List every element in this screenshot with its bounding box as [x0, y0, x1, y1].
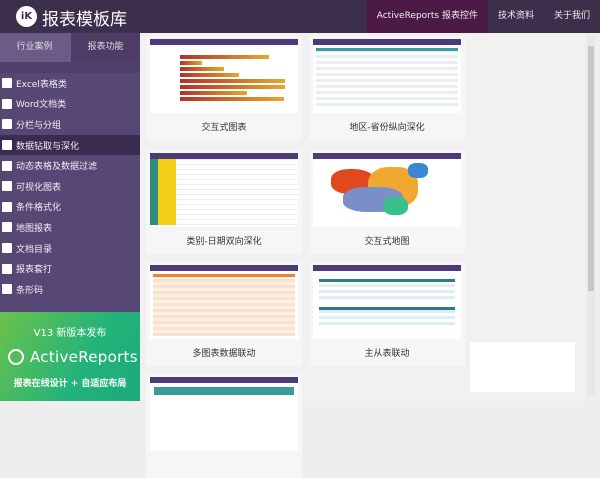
sidebar-item-label: 动态表格及数据过滤	[16, 162, 98, 173]
sidebar-item-label: Word文档类	[16, 100, 67, 111]
sidebar-item-label: 报表套打	[16, 265, 53, 276]
sidebar-tabs: 行业案例 报表功能	[0, 33, 140, 62]
top-nav: ActiveReports 报表控件 技术资料 关于我们	[366, 0, 600, 33]
columns-icon	[2, 119, 12, 130]
template-card[interactable]: 主从表联动	[309, 262, 465, 366]
list-icon	[2, 243, 12, 254]
site-title[interactable]: 报表模板库	[42, 10, 127, 30]
sidebar-item[interactable]: 动态表格及数据过滤	[0, 155, 140, 176]
sidebar-item[interactable]: 数据钻取与深化	[0, 134, 140, 156]
sidebar-item[interactable]: Excel表格类	[0, 73, 140, 94]
sidebar: 行业案例 报表功能 Excel表格类 Word文档类 分栏与分组数据钻取与深化动态表…	[0, 33, 140, 401]
nav-activereports[interactable]: ActiveReports 报表控件	[366, 0, 488, 33]
sidebar-item-label: Excel表格类	[16, 79, 67, 90]
template-card[interactable]: 类别-日期双向深化	[146, 150, 302, 254]
sidebar-item-label: 可视化图表	[16, 182, 62, 193]
sidebar-item-label: 文档目录	[16, 244, 53, 255]
sidebar-item[interactable]: 地图报表	[0, 217, 140, 238]
template-thumbnail[interactable]	[313, 153, 461, 227]
tab-report-features[interactable]: 报表功能	[71, 33, 140, 62]
sidebar-item-label: 分栏与分组	[16, 120, 62, 131]
template-card[interactable]: 多图表数据联动	[146, 262, 302, 366]
promo-version: V13 新版本发布	[33, 328, 107, 339]
sidebar-item[interactable]: 分栏与分组	[0, 114, 140, 135]
tab-industry-cases[interactable]: 行业案例	[16, 42, 53, 52]
bar-mark	[180, 61, 203, 65]
sidebar-item-label: 条形码	[16, 285, 44, 296]
sidebar-item[interactable]: 报表套打	[0, 258, 140, 279]
template-thumbnail[interactable]	[150, 377, 298, 451]
template-thumbnail[interactable]	[150, 153, 298, 227]
template-caption[interactable]: 交互式图表	[201, 123, 247, 133]
scrollbar[interactable]	[587, 36, 595, 396]
bar-mark	[180, 73, 240, 77]
template-caption[interactable]: 多图表数据联动	[192, 349, 256, 359]
bar-mark	[180, 91, 247, 95]
template-caption[interactable]: 地区-省份纵向深化	[349, 123, 425, 133]
barcode-icon	[2, 284, 12, 295]
template-thumbnail[interactable]	[313, 39, 461, 113]
template-caption[interactable]: 交互式地图	[364, 237, 410, 247]
bar-mark	[180, 67, 225, 71]
sidebar-item[interactable]: 条件格式化	[0, 197, 140, 218]
blank-panel	[470, 342, 575, 392]
chart-icon	[2, 181, 12, 192]
template-card[interactable]: 交互式地图	[309, 150, 465, 254]
sidebar-item[interactable]: 条形码	[0, 279, 140, 300]
sidebar-item[interactable]: 可视化图表	[0, 176, 140, 197]
printer-icon	[2, 263, 12, 274]
sidebar-item-label: 数据钻取与深化	[16, 141, 80, 152]
logo-icon[interactable]: iK	[16, 6, 37, 27]
template-caption[interactable]: 主从表联动	[364, 349, 410, 359]
promo-brand-text: ActiveReports	[30, 348, 138, 366]
template-thumbnail[interactable]	[313, 265, 461, 339]
filter-icon	[2, 140, 12, 151]
template-card[interactable]: 地区-省份纵向深化	[309, 36, 465, 140]
sidebar-menu: Excel表格类 Word文档类 分栏与分组数据钻取与深化动态表格及数据过滤 可视化图…	[0, 73, 140, 300]
template-card[interactable]: 交互式图表	[146, 36, 302, 140]
bar-mark	[180, 85, 285, 89]
excel-icon	[2, 78, 12, 89]
sidebar-item-label: 条件格式化	[16, 203, 62, 214]
divider	[0, 62, 140, 73]
bar-mark	[180, 97, 284, 101]
promo-banner[interactable]: V13 新版本发布 ActiveReports 报表在线设计 + 自适应布局	[0, 312, 140, 401]
sidebar-item[interactable]: Word文档类	[0, 94, 140, 115]
activereports-logo-icon	[8, 349, 24, 365]
bar-mark	[180, 79, 285, 83]
template-thumbnail[interactable]	[150, 39, 298, 113]
template-caption[interactable]: 类别-日期双向深化	[186, 237, 262, 247]
template-card[interactable]	[146, 374, 302, 478]
template-thumbnail[interactable]	[150, 265, 298, 339]
bar-mark	[180, 55, 269, 59]
table-icon	[2, 160, 12, 171]
paint-roller-icon	[2, 201, 12, 212]
sidebar-item[interactable]: 文档目录	[0, 238, 140, 259]
header: iK 报表模板库 ActiveReports 报表控件 技术资料 关于我们	[0, 0, 600, 33]
globe-icon	[2, 222, 12, 233]
promo-brand: ActiveReports	[8, 348, 138, 366]
nav-about[interactable]: 关于我们	[553, 11, 590, 21]
nav-tech-docs[interactable]: 技术资料	[497, 11, 534, 21]
sidebar-item-label: 地图报表	[16, 223, 53, 234]
word-icon	[2, 98, 12, 109]
scrollbar-thumb[interactable]	[588, 46, 594, 291]
promo-slogan: 报表在线设计 + 自适应布局	[13, 379, 127, 389]
